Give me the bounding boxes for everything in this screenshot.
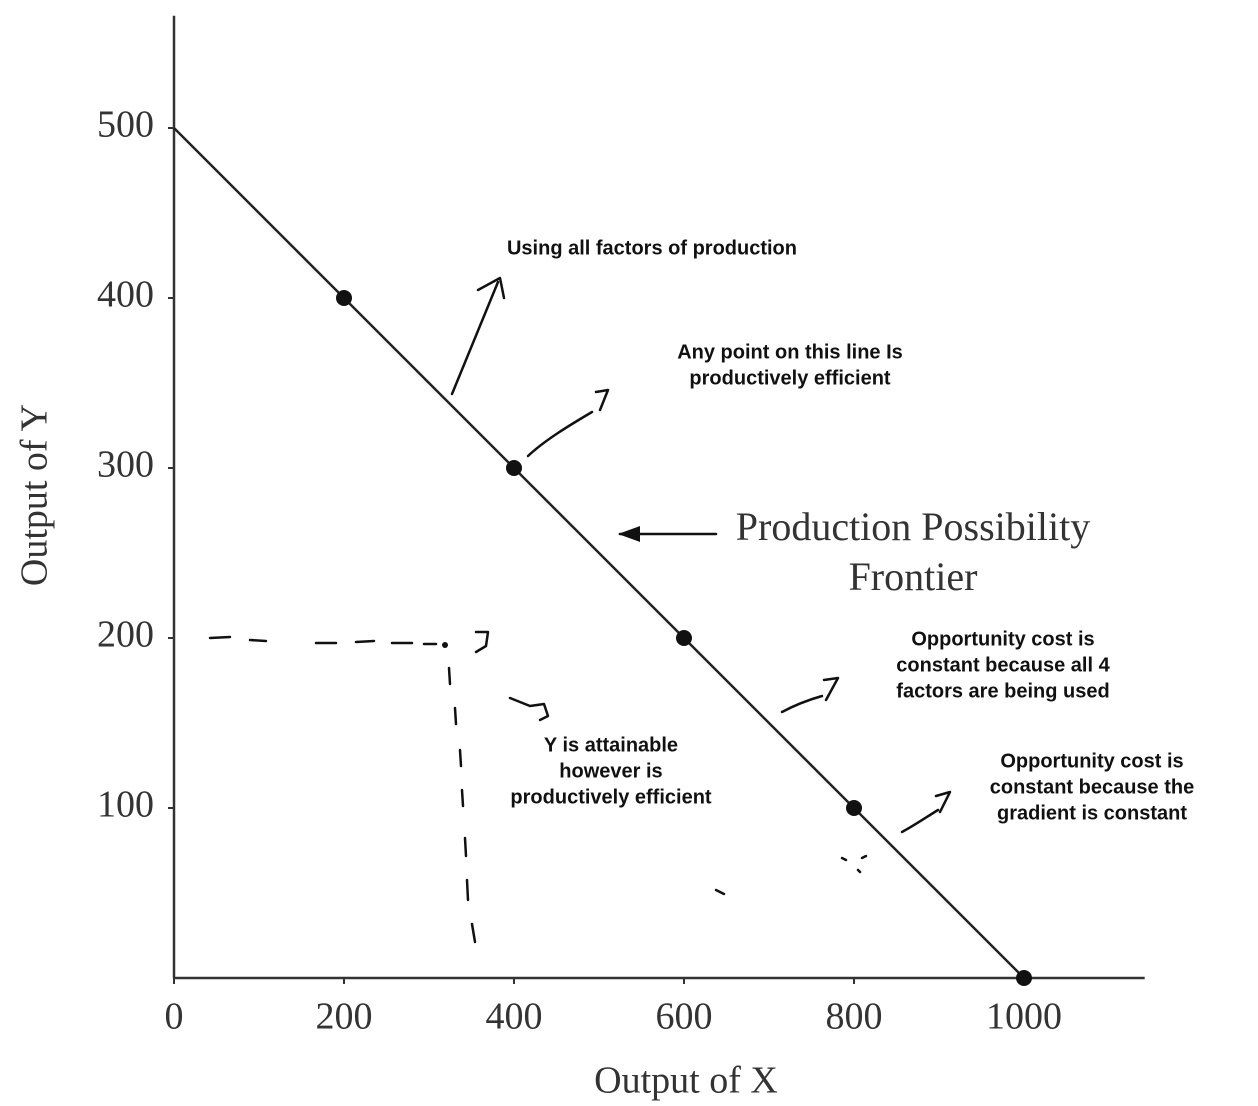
annotation: Opportunity cost is	[1000, 750, 1183, 772]
annotation: Any point on this line Is	[677, 341, 903, 363]
y-tick-label: 100	[97, 784, 154, 826]
annotation: Production Possibility	[736, 504, 1091, 549]
x-axis-label: Output of X	[594, 1060, 778, 1102]
x-tick-label: 200	[316, 996, 373, 1038]
annotation: however is	[559, 760, 662, 782]
annotation: factors are being used	[896, 680, 1109, 702]
annotation: constant because all 4	[896, 654, 1110, 676]
ppf-line	[173, 127, 1025, 979]
hand-marks	[208, 276, 952, 944]
y-tick-label: 200	[97, 614, 154, 656]
point	[676, 630, 692, 646]
y-tick-label: 300	[97, 444, 154, 486]
point	[336, 290, 352, 306]
annotation: productively efficient	[689, 367, 890, 389]
annotation: Using all factors of production	[507, 237, 797, 259]
annotation: productively efficient	[510, 786, 711, 808]
x-tick-label: 400	[486, 996, 543, 1038]
point-y	[442, 642, 448, 648]
y-axis-label: Output of Y	[14, 404, 56, 586]
annotation: Y is attainable	[544, 734, 678, 756]
annotation: constant because the	[990, 776, 1195, 798]
y-tick-label: 500	[97, 104, 154, 146]
x-tick-label: 1000	[986, 996, 1062, 1038]
annotation: gradient is constant	[997, 802, 1187, 824]
x-tick-label: 600	[656, 996, 713, 1038]
point	[1016, 970, 1032, 986]
x-tick-label: 800	[826, 996, 883, 1038]
point	[846, 800, 862, 816]
x-tick-label: 0	[165, 996, 184, 1038]
arrow-head	[618, 526, 640, 542]
annotation: Frontier	[849, 554, 978, 599]
annotation: Opportunity cost is	[911, 628, 1094, 650]
point	[506, 460, 522, 476]
y-tick-label: 400	[97, 274, 154, 316]
